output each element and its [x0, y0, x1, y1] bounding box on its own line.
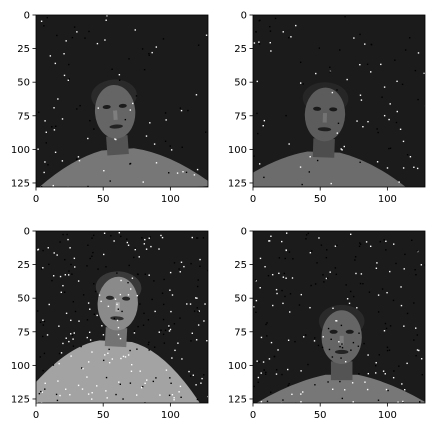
neck	[312, 138, 335, 158]
subplot-3: 0 50 100 0 25 50 75 100 125	[11, 227, 209, 421]
nose	[113, 110, 118, 120]
shoulders	[253, 151, 417, 187]
subplot-2: 0 50 100 0 25 50 75 100 125	[228, 11, 426, 205]
right-eye	[345, 329, 354, 334]
y-tick-label: 100	[228, 361, 247, 372]
x-tick-label: 50	[97, 410, 110, 421]
y-tick-label: 25	[17, 260, 30, 271]
y-tick-label: 50	[17, 78, 30, 89]
x-tick-label: 50	[314, 410, 327, 421]
x-tick-label: 100	[378, 410, 397, 421]
y-tick-label: 75	[17, 111, 30, 122]
y-tick-label: 0	[24, 11, 30, 22]
y-tick-label: 125	[228, 178, 247, 189]
axes-frame	[252, 14, 426, 188]
subplot-1: 0 50 100 0 25 50 75 100 125	[11, 11, 209, 205]
neck	[106, 135, 129, 156]
nose	[115, 302, 120, 312]
axes-frame	[35, 14, 209, 188]
x-tick-label: 50	[97, 194, 110, 205]
y-tick-label: 125	[11, 394, 30, 405]
axes-frame	[252, 230, 426, 404]
face-image	[36, 231, 208, 403]
mouth	[110, 316, 124, 321]
y-tick-label: 100	[11, 361, 30, 372]
x-tick-label: 50	[314, 194, 327, 205]
y-tick-label: 50	[234, 294, 247, 305]
right-eye	[329, 107, 338, 112]
left-eye	[313, 106, 322, 111]
y-tick-label: 75	[17, 327, 30, 338]
y-tick-label: 100	[228, 145, 247, 156]
x-tick-label: 100	[161, 194, 180, 205]
y-tick-label: 75	[234, 111, 247, 122]
x-tick-label: 0	[250, 410, 256, 421]
left-eye	[329, 329, 338, 334]
noise-dots	[36, 232, 208, 403]
mouth	[109, 124, 123, 129]
x-tick-label: 100	[378, 194, 397, 205]
y-tick-label: 0	[24, 227, 30, 238]
mouth	[334, 349, 349, 354]
right-eye	[122, 296, 131, 301]
y-tick-label: 0	[241, 11, 247, 22]
y-tick-label: 50	[17, 294, 30, 305]
y-tick-label: 25	[17, 44, 30, 55]
noise-dots	[253, 16, 425, 186]
noise-dots	[253, 232, 425, 403]
y-tick-label: 0	[241, 227, 247, 238]
face-image	[253, 231, 425, 403]
left-eye	[102, 104, 111, 110]
y-tick-label: 25	[234, 260, 247, 271]
x-tick-label: 0	[33, 410, 39, 421]
face-image	[253, 15, 425, 187]
x-tick-label: 100	[161, 410, 180, 421]
neck	[330, 361, 353, 381]
x-tick-label: 0	[33, 194, 39, 205]
right-eye	[118, 103, 127, 108]
axes-frame	[35, 230, 209, 404]
y-tick-label: 100	[11, 145, 30, 156]
face-shape	[36, 79, 208, 187]
shoulders	[36, 148, 208, 187]
y-tick-label: 125	[11, 178, 30, 189]
left-eye	[105, 295, 115, 300]
subplot-4: 0 50 100 0 25 50 75 100 125	[228, 227, 426, 421]
face-shape	[256, 304, 425, 403]
nose	[322, 113, 328, 123]
mouth	[317, 127, 332, 132]
y-tick-label: 50	[234, 78, 247, 89]
face-image	[36, 15, 208, 187]
shoulders	[256, 374, 425, 403]
y-tick-label: 75	[234, 327, 247, 338]
face-shape	[253, 82, 417, 187]
x-tick-label: 0	[250, 194, 256, 205]
nose	[339, 335, 344, 346]
y-tick-label: 25	[234, 44, 247, 55]
y-tick-label: 125	[228, 394, 247, 405]
neck	[104, 327, 128, 348]
